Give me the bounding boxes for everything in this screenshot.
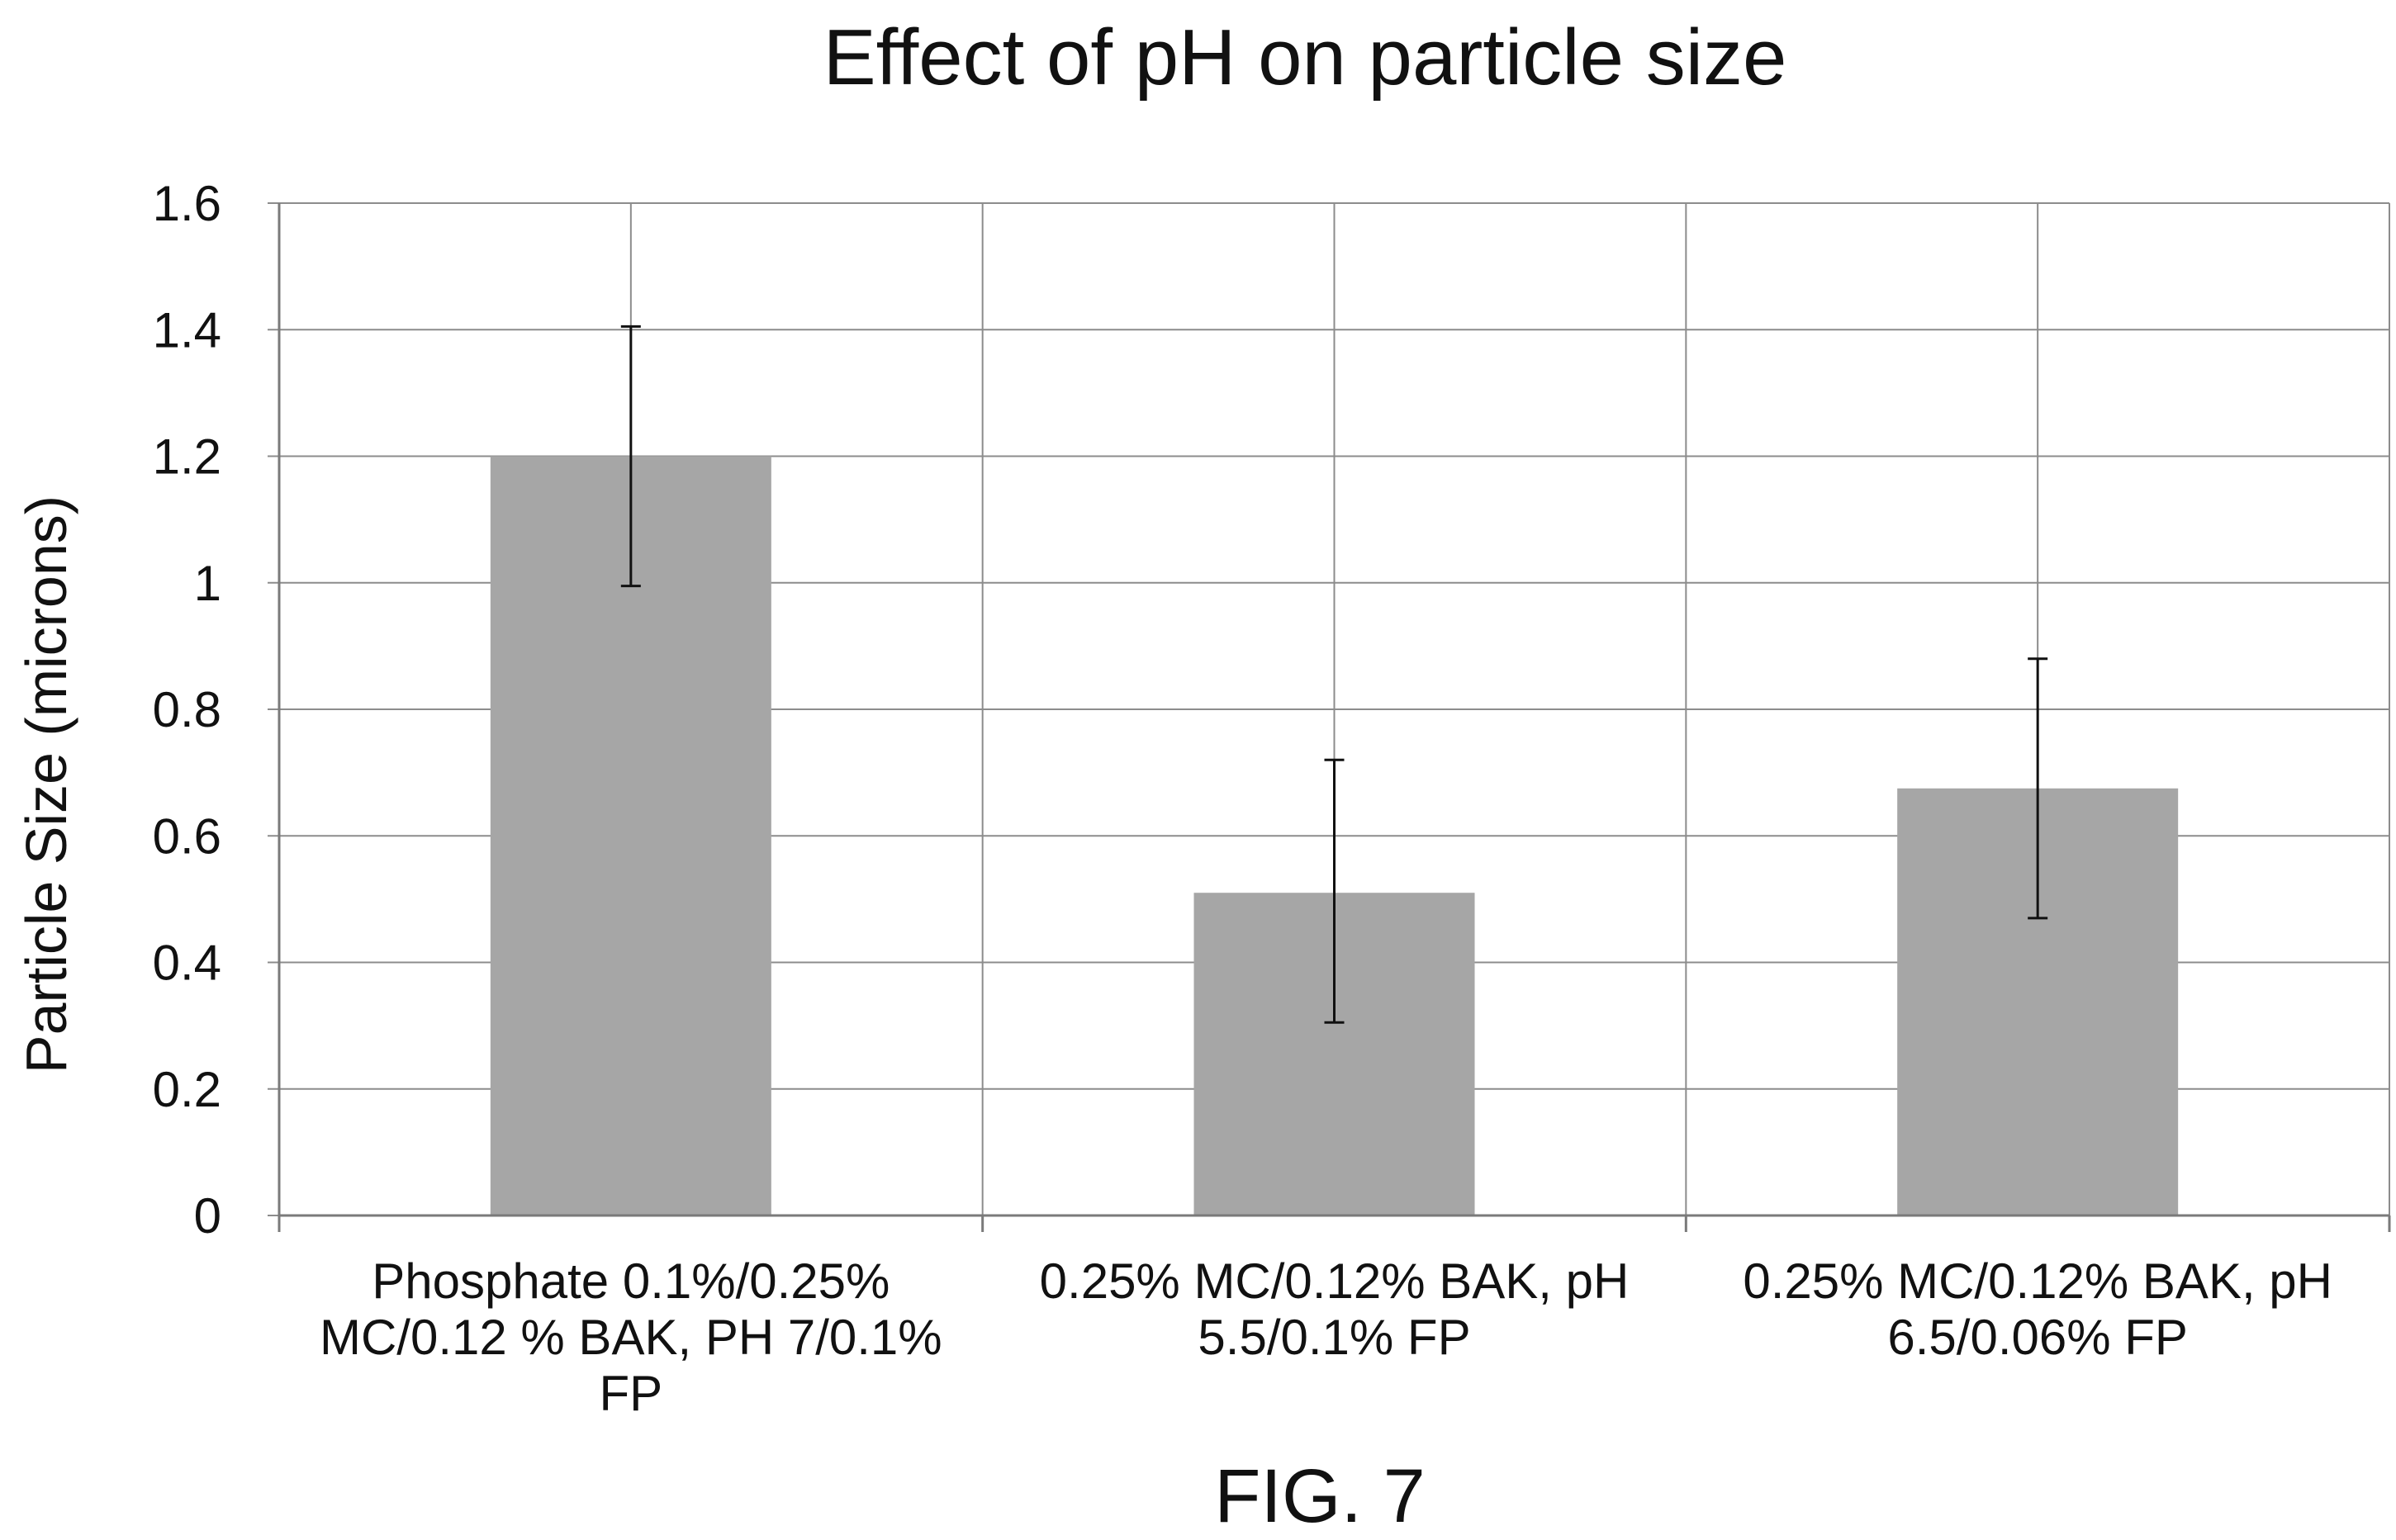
x-category-labels: Phosphate 0.1%/0.25% MC/0.12 % BAK, PH 7/… (320, 1253, 2332, 1421)
y-tick-label: 1.4 (153, 302, 221, 358)
chart-title: Effect of pH on particle size (823, 13, 1787, 102)
y-tick-label: 0.6 (153, 808, 221, 864)
figure-label: FIG. 7 (1214, 1454, 1426, 1538)
y-tick-label: 0 (194, 1188, 221, 1244)
y-tick-label: 1 (194, 556, 221, 611)
x-category-label-line: MC/0.12 % BAK, PH 7/0.1% (320, 1310, 942, 1365)
x-category-label-1: Phosphate 0.1%/0.25% MC/0.12 % BAK, PH 7/… (320, 1253, 942, 1421)
x-category-label-line: 6.5/0.06% FP (1887, 1310, 2188, 1365)
x-category-label-line: 0.25% MC/0.12% BAK, pH (1743, 1253, 2332, 1309)
x-category-label-2: 0.25% MC/0.12% BAK, pH 5.5/0.1% FP (1040, 1253, 1630, 1365)
y-tick-label: 1.6 (153, 176, 221, 231)
y-tick-labels: 0 0.2 0.4 0.6 0.8 1 1.2 1.4 1.6 (153, 176, 221, 1244)
error-bars (620, 325, 2048, 1024)
y-tick-label: 1.2 (153, 429, 221, 485)
y-tick-label: 0.2 (153, 1062, 221, 1117)
x-category-label-3: 0.25% MC/0.12% BAK, pH 6.5/0.06% FP (1743, 1253, 2332, 1365)
x-category-label-line: Phosphate 0.1%/0.25% (372, 1253, 890, 1309)
y-axis-label: Particle Size (microns) (14, 495, 78, 1073)
x-category-label-line: 5.5/0.1% FP (1198, 1310, 1470, 1365)
x-category-label-line: 0.25% MC/0.12% BAK, pH (1040, 1253, 1630, 1309)
x-category-label-line: FP (599, 1366, 662, 1421)
axes (278, 203, 2391, 1232)
y-tick-label: 0.8 (153, 682, 221, 737)
y-tick-label: 0.4 (153, 936, 221, 991)
